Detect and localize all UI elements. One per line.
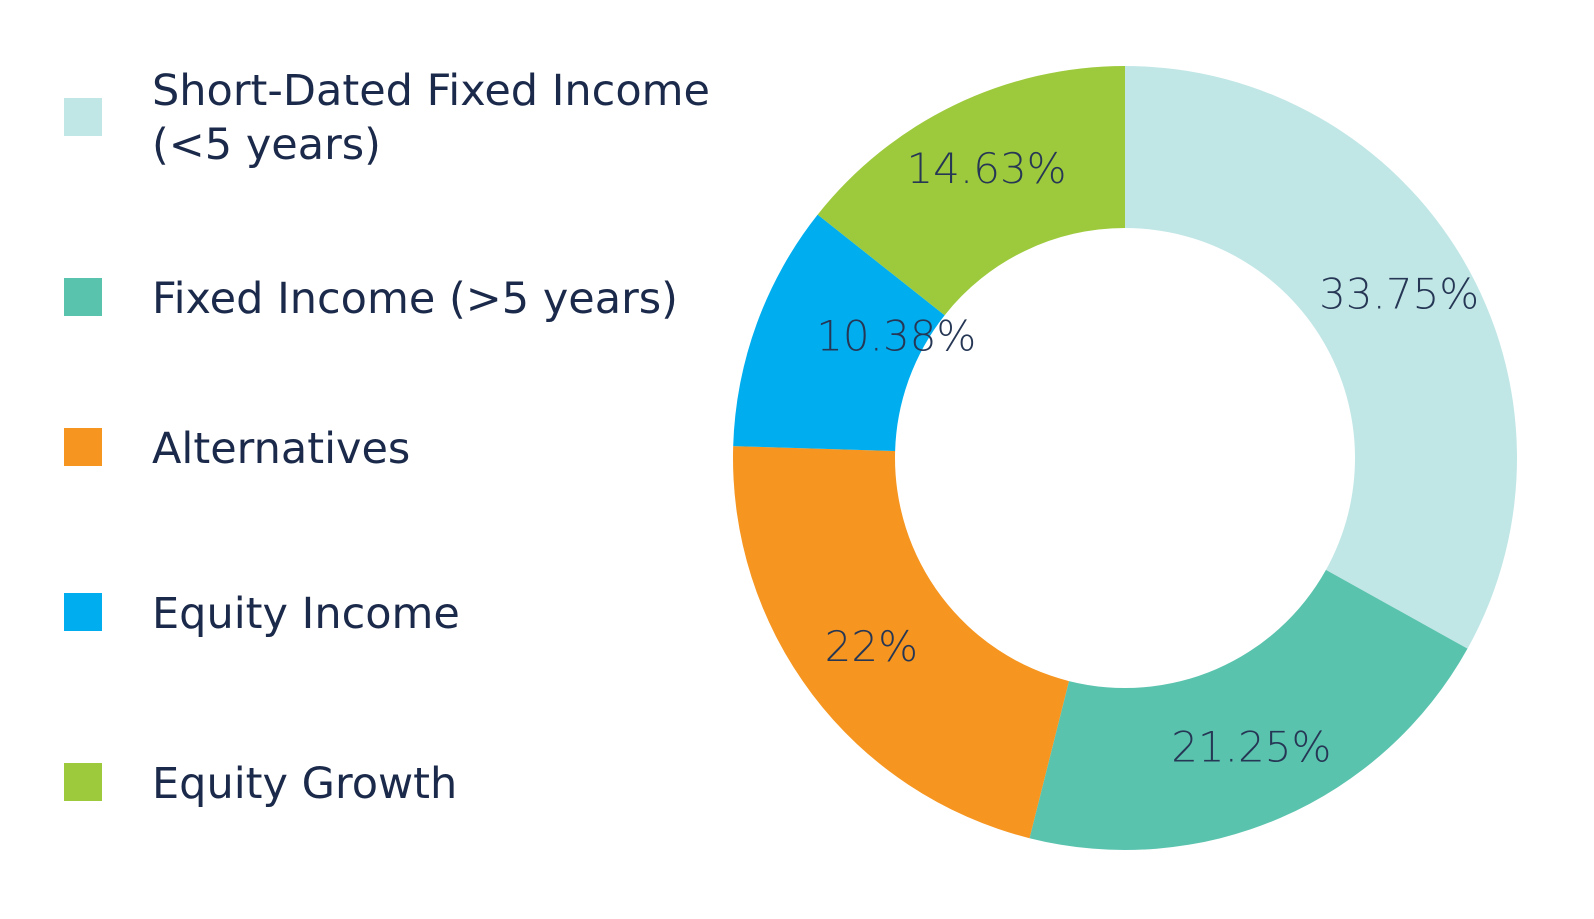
- donut-slice-fixed-income: [1029, 569, 1468, 850]
- legend-item-alternatives: Alternatives: [64, 422, 410, 476]
- data-label-equity-income: 10.38%: [816, 311, 976, 360]
- donut-slice-alternatives: [733, 446, 1069, 839]
- chart-legend: Short-Dated Fixed Income (<5 years) Fixe…: [0, 0, 740, 919]
- legend-label: Equity Income: [152, 589, 460, 639]
- legend-label: Alternatives: [152, 424, 411, 474]
- legend-item-equity-income: Equity Income: [64, 587, 460, 641]
- donut-slice-short-dated-fixed-income: [1125, 66, 1517, 649]
- legend-swatch: [64, 593, 102, 631]
- donut-chart-svg: 33.75% 21.25% 22% 10.38% 14.63%: [733, 65, 1517, 850]
- donut-chart: 33.75% 21.25% 22% 10.38% 14.63%: [700, 30, 1560, 890]
- legend-item-short-dated-fixed-income: Short-Dated Fixed Income (<5 years): [64, 64, 710, 172]
- data-label-alternatives: 22%: [825, 622, 918, 671]
- legend-swatch: [64, 278, 102, 316]
- data-label-short-dated-fixed-income: 33.75%: [1319, 269, 1479, 318]
- legend-swatch: [64, 763, 102, 801]
- legend-label: Fixed Income (>5 years): [152, 274, 678, 324]
- legend-label: Short-Dated Fixed Income (<5 years): [152, 66, 710, 170]
- legend-item-fixed-income: Fixed Income (>5 years): [64, 272, 678, 326]
- data-label-fixed-income: 21.25%: [1171, 722, 1331, 771]
- legend-label: Equity Growth: [152, 759, 458, 809]
- data-label-equity-growth: 14.63%: [906, 144, 1066, 193]
- legend-swatch: [64, 98, 102, 136]
- legend-item-equity-growth: Equity Growth: [64, 757, 457, 811]
- donut-slice-equity-income: [733, 214, 945, 452]
- legend-swatch: [64, 428, 102, 466]
- donut-slice-equity-growth: [817, 65, 1125, 316]
